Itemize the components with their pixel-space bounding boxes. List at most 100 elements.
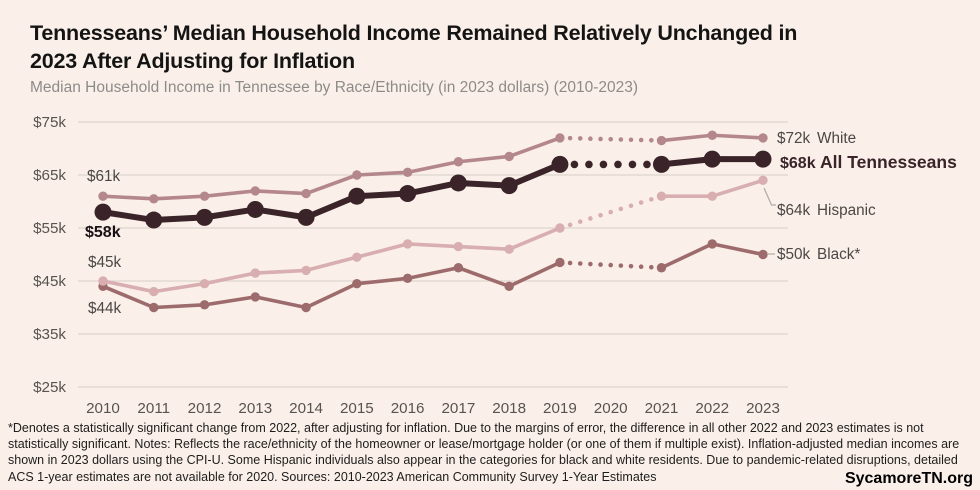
gap-dot-hispanic [598,212,603,218]
point-all-2015 [348,187,366,205]
gap-dot-hispanic [649,197,654,202]
point-black-2012 [199,300,210,310]
gap-dot-black [628,263,634,269]
y-tick-$55k: $55k [33,220,66,237]
point-all-2021 [652,155,670,173]
x-tick-2016: 2016 [391,400,425,417]
point-white-2023 [758,133,768,143]
point-hispanic-2019 [555,223,565,233]
annotation-$44k: $44k [88,300,122,317]
point-white-2013 [250,186,261,196]
gap-dot-white [608,136,613,142]
point-black-2021 [656,263,667,273]
title-line-1: Tennesseans’ Median Household Income Rem… [30,21,798,45]
point-black-2017 [453,263,464,273]
gap-dot-black [638,264,644,269]
point-black-2014 [301,302,311,313]
gap-dot-black [649,264,654,270]
point-white-2022 [707,130,717,140]
x-tick-2014: 2014 [289,400,323,417]
gap-dot-hispanic [628,203,634,209]
point-hispanic-2022 [707,191,717,201]
point-white-2021 [656,135,667,146]
gap-dot-white [577,136,583,141]
point-all-2022 [703,150,721,168]
point-hispanic-2016 [402,239,413,249]
point-all-2010 [94,203,112,221]
gap-dot-hispanic [608,209,613,215]
point-all-2019 [551,155,569,173]
start-annotations: $61k $58k $45k $44k [85,168,122,317]
annotation-$61k: $61k [87,168,121,185]
point-white-2014 [301,188,311,199]
x-tick-2021: 2021 [645,400,679,417]
point-black-2015 [352,278,362,289]
y-tick-$65k: $65k [33,167,66,184]
gap-dot-all [614,160,622,169]
gap-dot-white [588,136,593,141]
point-white-2012 [199,191,210,201]
gap-dot-black [567,260,573,266]
x-tick-2022: 2022 [695,400,729,417]
point-all-2018 [500,177,518,195]
series-hispanic [98,175,768,297]
series-black [98,239,768,313]
gap-dot-all [643,160,651,169]
point-hispanic-2021 [656,191,667,201]
point-black-2013 [250,292,261,302]
end-name-white: White [817,130,856,147]
point-black-2011 [149,302,159,313]
line-hispanic [101,226,562,294]
point-black-2022 [707,239,717,249]
point-all-2017 [449,174,467,192]
y-tick-$25k: $25k [33,379,66,396]
end-name-all: All Tennesseans [820,152,957,172]
point-white-2011 [149,194,159,204]
line-all [100,161,563,224]
point-white-2015 [352,170,362,180]
point-all-2011 [145,211,163,229]
gap-dot-white [638,137,644,143]
end-value-hispanic: $64k [777,202,811,219]
y-tick-$75k: $75k [33,114,66,131]
series-end-labels: $50k Black* $64k Hispanic $72k White$68k All T… [777,130,957,263]
gap-dot-white [567,135,573,141]
point-all-2012 [196,208,214,226]
gap-dot-all [628,160,637,169]
end-value-white: $72k [777,130,811,147]
point-white-2019 [555,133,565,143]
gap-dot-hispanic [588,216,593,221]
gap-dot-hispanic [567,222,573,228]
gap-dot-black [608,262,613,268]
gap-dot-white [618,137,624,142]
point-all-2013 [246,200,264,218]
gap-dot-black [577,261,583,266]
gap-dot-all [570,160,579,169]
y-tick-$45k: $45k [33,273,66,290]
page-title: Tennesseans’ Median Household Income Rem… [30,19,960,75]
point-black-2019 [555,257,565,268]
end-name-hispanic: Hispanic [817,202,876,219]
x-tick-2019: 2019 [543,400,577,417]
point-black-2018 [504,281,514,291]
gap-dot-all [585,160,593,169]
point-black-2016 [402,273,413,284]
series-white [98,130,768,204]
annotation-$45k: $45k [88,254,122,271]
point-hispanic-2018 [504,244,514,254]
point-hispanic-2014 [301,265,311,276]
point-hispanic-2010 [98,276,108,286]
footnote: *Denotes a statistically significant cha… [8,421,960,484]
point-all-2014 [297,208,315,226]
x-tick-2015: 2015 [340,400,374,417]
gap-dot-all [599,160,608,169]
point-hispanic-2015 [352,252,362,262]
point-all-2016 [399,185,417,203]
line-black [101,260,562,310]
x-tick-2011: 2011 [137,400,170,417]
grid-and-axes: $75k $65k $55k $45k $35k $25k 2010 2011 2012 2013… [33,114,788,417]
brand-logo: SycamoreTN.org [844,470,973,487]
point-hispanic-2023 [758,175,768,185]
point-white-2016 [402,167,413,178]
